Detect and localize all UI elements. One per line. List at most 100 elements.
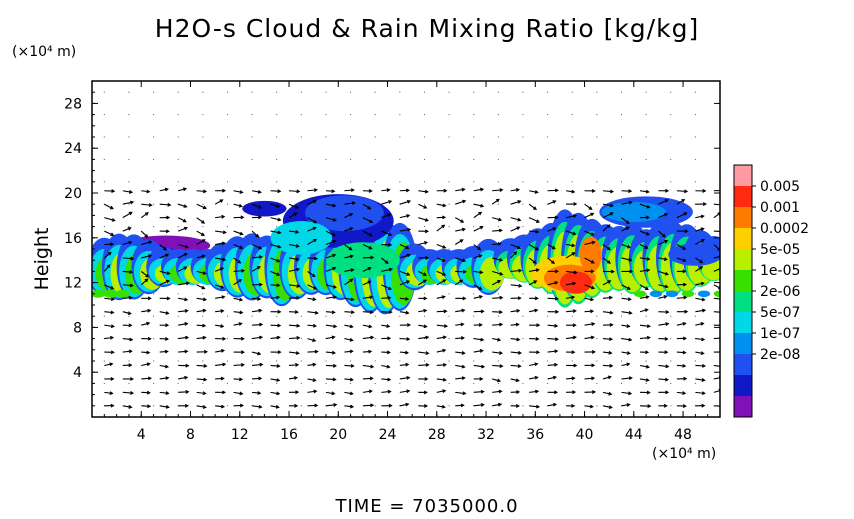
grid-dot bbox=[423, 315, 425, 317]
wind-vector bbox=[196, 297, 207, 301]
wind-vector bbox=[492, 217, 502, 221]
wind-vector-head bbox=[515, 322, 520, 327]
wind-vector-head bbox=[406, 199, 412, 204]
grid-dot bbox=[448, 181, 450, 183]
wind-vector bbox=[104, 336, 113, 340]
grid-dot bbox=[350, 360, 352, 362]
colorbar-label: 0.001 bbox=[760, 200, 800, 216]
wind-vector bbox=[362, 244, 372, 250]
wind-vector bbox=[362, 404, 374, 407]
wind-vector-head bbox=[348, 246, 353, 251]
wind-vector-head bbox=[277, 230, 282, 235]
grid-dot bbox=[522, 360, 524, 362]
wind-vector bbox=[252, 377, 262, 380]
wind-vector bbox=[344, 244, 352, 251]
wind-vector bbox=[270, 296, 280, 299]
wind-vector bbox=[104, 284, 114, 290]
wind-vector-head bbox=[370, 335, 375, 340]
wind-vector-head bbox=[129, 283, 134, 288]
wind-vector bbox=[362, 267, 371, 272]
wind-vector-head bbox=[665, 390, 670, 395]
wind-vector bbox=[454, 239, 464, 245]
wind-vector-head bbox=[257, 189, 262, 194]
wind-vector-head bbox=[552, 402, 558, 407]
grid-dot bbox=[103, 382, 105, 384]
wind-vector-head bbox=[571, 295, 576, 300]
wind-vector-head bbox=[349, 324, 354, 329]
wind-vector bbox=[510, 217, 521, 221]
wind-vector-head bbox=[700, 322, 705, 326]
wind-vector bbox=[713, 230, 720, 233]
grid-dot bbox=[153, 136, 155, 138]
wind-vector-head bbox=[388, 242, 393, 247]
grid-dot bbox=[620, 382, 622, 384]
wind-vector-head bbox=[478, 295, 484, 299]
wind-vector-head bbox=[184, 322, 189, 326]
wind-vector-head bbox=[423, 279, 428, 284]
wind-vector-head bbox=[424, 218, 429, 222]
wind-vector bbox=[473, 270, 483, 274]
wind-vector-head bbox=[166, 271, 171, 276]
wind-vector-head bbox=[276, 295, 281, 300]
wind-vector bbox=[141, 241, 152, 246]
cloud-blob bbox=[115, 289, 131, 298]
wind-vector bbox=[676, 199, 685, 205]
wind-vector bbox=[436, 378, 446, 381]
wind-vector bbox=[362, 311, 373, 313]
wind-vector bbox=[602, 203, 614, 207]
wind-vector bbox=[159, 311, 169, 314]
wind-vector-head bbox=[130, 256, 135, 261]
wind-vector-head bbox=[184, 297, 189, 302]
grid-dot bbox=[423, 136, 425, 138]
wind-vector-head bbox=[442, 272, 447, 276]
wind-vector-head bbox=[606, 246, 611, 251]
wind-vector bbox=[381, 268, 393, 272]
colorbar-swatch bbox=[734, 165, 752, 187]
wind-vector-head bbox=[571, 243, 576, 248]
wind-vector bbox=[159, 280, 170, 286]
wind-vector bbox=[251, 203, 262, 209]
wind-vector-head bbox=[608, 405, 613, 409]
wind-vector-head bbox=[405, 245, 410, 250]
wind-vector bbox=[455, 228, 465, 232]
grid-dot bbox=[645, 338, 647, 340]
wind-vector-head bbox=[128, 349, 133, 354]
wind-vector bbox=[252, 256, 262, 259]
wind-vector bbox=[492, 229, 502, 232]
wind-vector-head bbox=[515, 378, 520, 383]
wind-vector bbox=[695, 297, 705, 301]
colorbar-swatch bbox=[734, 270, 752, 292]
wind-vector bbox=[307, 227, 317, 232]
wind-vector bbox=[547, 257, 555, 264]
wind-vector-head bbox=[110, 242, 115, 247]
wind-vector-head bbox=[333, 324, 338, 329]
wind-vector-head bbox=[682, 269, 687, 274]
wind-vector bbox=[307, 238, 317, 245]
wind-vector bbox=[695, 364, 705, 367]
wind-vector bbox=[547, 324, 558, 327]
wind-vector-head bbox=[478, 322, 483, 327]
wind-vector-head bbox=[201, 220, 206, 224]
wind-vector-head bbox=[331, 310, 336, 315]
wind-vector-head bbox=[516, 390, 521, 394]
wind-vector-head bbox=[480, 389, 485, 394]
wind-vector-head bbox=[107, 251, 112, 256]
wind-vector-head bbox=[313, 389, 318, 394]
wind-vector bbox=[639, 269, 650, 272]
wind-vector-head bbox=[128, 363, 133, 368]
wind-vector-head bbox=[462, 269, 467, 274]
wind-vector-head bbox=[535, 404, 541, 409]
wind-vector-head bbox=[442, 203, 447, 208]
wind-vector-head bbox=[534, 190, 539, 194]
wind-vector-head bbox=[386, 324, 391, 328]
grid-dot bbox=[497, 203, 499, 205]
wind-vector bbox=[695, 228, 704, 232]
grid-dot bbox=[103, 315, 105, 317]
wind-vector-head bbox=[423, 390, 428, 395]
wind-vector bbox=[713, 377, 720, 380]
grid-dot bbox=[226, 91, 228, 93]
wind-vector bbox=[510, 338, 520, 341]
wind-vector-head bbox=[480, 203, 485, 208]
grid-dot bbox=[399, 136, 401, 138]
wind-vector-head bbox=[607, 280, 612, 284]
